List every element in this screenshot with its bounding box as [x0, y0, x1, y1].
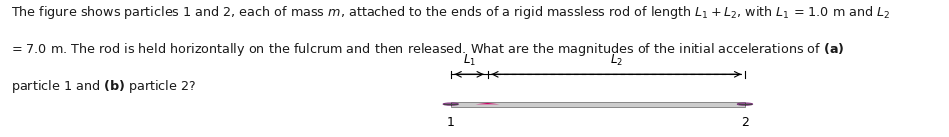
Text: The figure shows particles 1 and 2, each of mass $m$, attached to the ends of a : The figure shows particles 1 and 2, each… — [11, 4, 891, 21]
Text: $L_2$: $L_2$ — [610, 53, 623, 68]
Text: particle 1 and $\mathbf{(b)}$ particle 2?: particle 1 and $\mathbf{(b)}$ particle 2… — [11, 78, 196, 95]
Circle shape — [737, 103, 753, 105]
Text: 1: 1 — [447, 116, 455, 129]
Text: = 7.0 m. The rod is held horizontally on the fulcrum and then released. What are: = 7.0 m. The rod is held horizontally on… — [11, 41, 845, 58]
Polygon shape — [475, 103, 499, 104]
Text: $L_1$: $L_1$ — [463, 53, 475, 68]
Text: 2: 2 — [741, 116, 749, 129]
Circle shape — [443, 103, 458, 105]
FancyBboxPatch shape — [451, 102, 745, 107]
